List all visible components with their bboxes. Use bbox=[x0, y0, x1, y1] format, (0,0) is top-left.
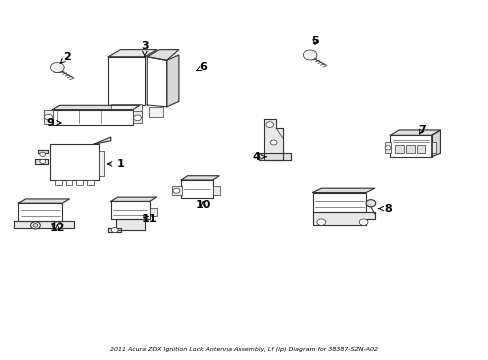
Bar bbox=[212, 186, 220, 195]
Text: 7: 7 bbox=[417, 125, 425, 135]
Bar bbox=[52, 110, 132, 125]
Polygon shape bbox=[19, 199, 69, 203]
Bar bbox=[132, 111, 142, 123]
Circle shape bbox=[52, 222, 62, 229]
Bar bbox=[50, 144, 99, 180]
Polygon shape bbox=[111, 197, 156, 202]
Bar bbox=[111, 202, 149, 219]
Polygon shape bbox=[389, 130, 440, 135]
Circle shape bbox=[44, 114, 52, 120]
Bar bbox=[111, 104, 142, 116]
Bar bbox=[87, 180, 94, 185]
Bar bbox=[171, 186, 182, 195]
Text: 4: 4 bbox=[252, 152, 265, 162]
Polygon shape bbox=[14, 221, 74, 228]
Bar bbox=[43, 111, 53, 124]
Text: 12: 12 bbox=[49, 223, 65, 233]
Circle shape bbox=[303, 50, 316, 60]
Bar bbox=[55, 180, 61, 185]
Circle shape bbox=[30, 222, 40, 229]
Bar bbox=[148, 107, 163, 117]
Bar bbox=[431, 143, 435, 153]
Bar bbox=[116, 115, 135, 122]
Bar bbox=[65, 180, 72, 185]
Text: 10: 10 bbox=[195, 200, 210, 210]
Polygon shape bbox=[259, 153, 290, 160]
Text: 1: 1 bbox=[107, 159, 124, 169]
Bar bbox=[99, 152, 104, 176]
Polygon shape bbox=[108, 50, 157, 57]
Bar bbox=[405, 145, 414, 153]
Polygon shape bbox=[38, 150, 47, 153]
Circle shape bbox=[173, 188, 180, 193]
Bar bbox=[384, 143, 390, 153]
Polygon shape bbox=[181, 176, 219, 180]
Bar bbox=[312, 193, 366, 212]
Text: 2011 Acura ZDX Ignition Lock Antenna Assembly, Lf (Ip) Diagram for 38387-SZN-A02: 2011 Acura ZDX Ignition Lock Antenna Ass… bbox=[110, 347, 378, 352]
Polygon shape bbox=[116, 219, 144, 230]
Circle shape bbox=[40, 152, 45, 157]
Polygon shape bbox=[431, 130, 440, 157]
Polygon shape bbox=[312, 212, 374, 225]
Text: 3: 3 bbox=[141, 41, 148, 57]
Circle shape bbox=[316, 219, 325, 225]
Circle shape bbox=[33, 224, 38, 227]
Polygon shape bbox=[264, 119, 283, 160]
Polygon shape bbox=[147, 50, 179, 60]
Bar bbox=[416, 145, 425, 153]
Circle shape bbox=[265, 122, 273, 127]
Bar bbox=[181, 180, 212, 198]
Text: 6: 6 bbox=[196, 63, 207, 72]
Circle shape bbox=[133, 115, 141, 121]
Polygon shape bbox=[108, 228, 120, 232]
Text: 2: 2 bbox=[60, 52, 71, 63]
Bar bbox=[108, 57, 144, 105]
Text: 5: 5 bbox=[310, 36, 318, 46]
Circle shape bbox=[40, 159, 45, 163]
Circle shape bbox=[270, 140, 277, 145]
Circle shape bbox=[359, 219, 367, 225]
Circle shape bbox=[384, 146, 390, 150]
Polygon shape bbox=[166, 55, 179, 107]
Circle shape bbox=[366, 200, 375, 207]
Text: 9: 9 bbox=[46, 118, 61, 128]
Polygon shape bbox=[35, 158, 47, 164]
Bar bbox=[19, 203, 62, 221]
Polygon shape bbox=[94, 137, 111, 144]
Polygon shape bbox=[52, 105, 140, 110]
Circle shape bbox=[111, 228, 118, 233]
Circle shape bbox=[50, 63, 64, 72]
Text: 8: 8 bbox=[378, 203, 391, 213]
Polygon shape bbox=[147, 57, 166, 107]
Polygon shape bbox=[312, 188, 374, 193]
Text: 11: 11 bbox=[142, 214, 157, 224]
Bar bbox=[389, 135, 431, 157]
Bar bbox=[394, 145, 403, 153]
Bar bbox=[149, 207, 157, 216]
Bar bbox=[76, 180, 83, 185]
